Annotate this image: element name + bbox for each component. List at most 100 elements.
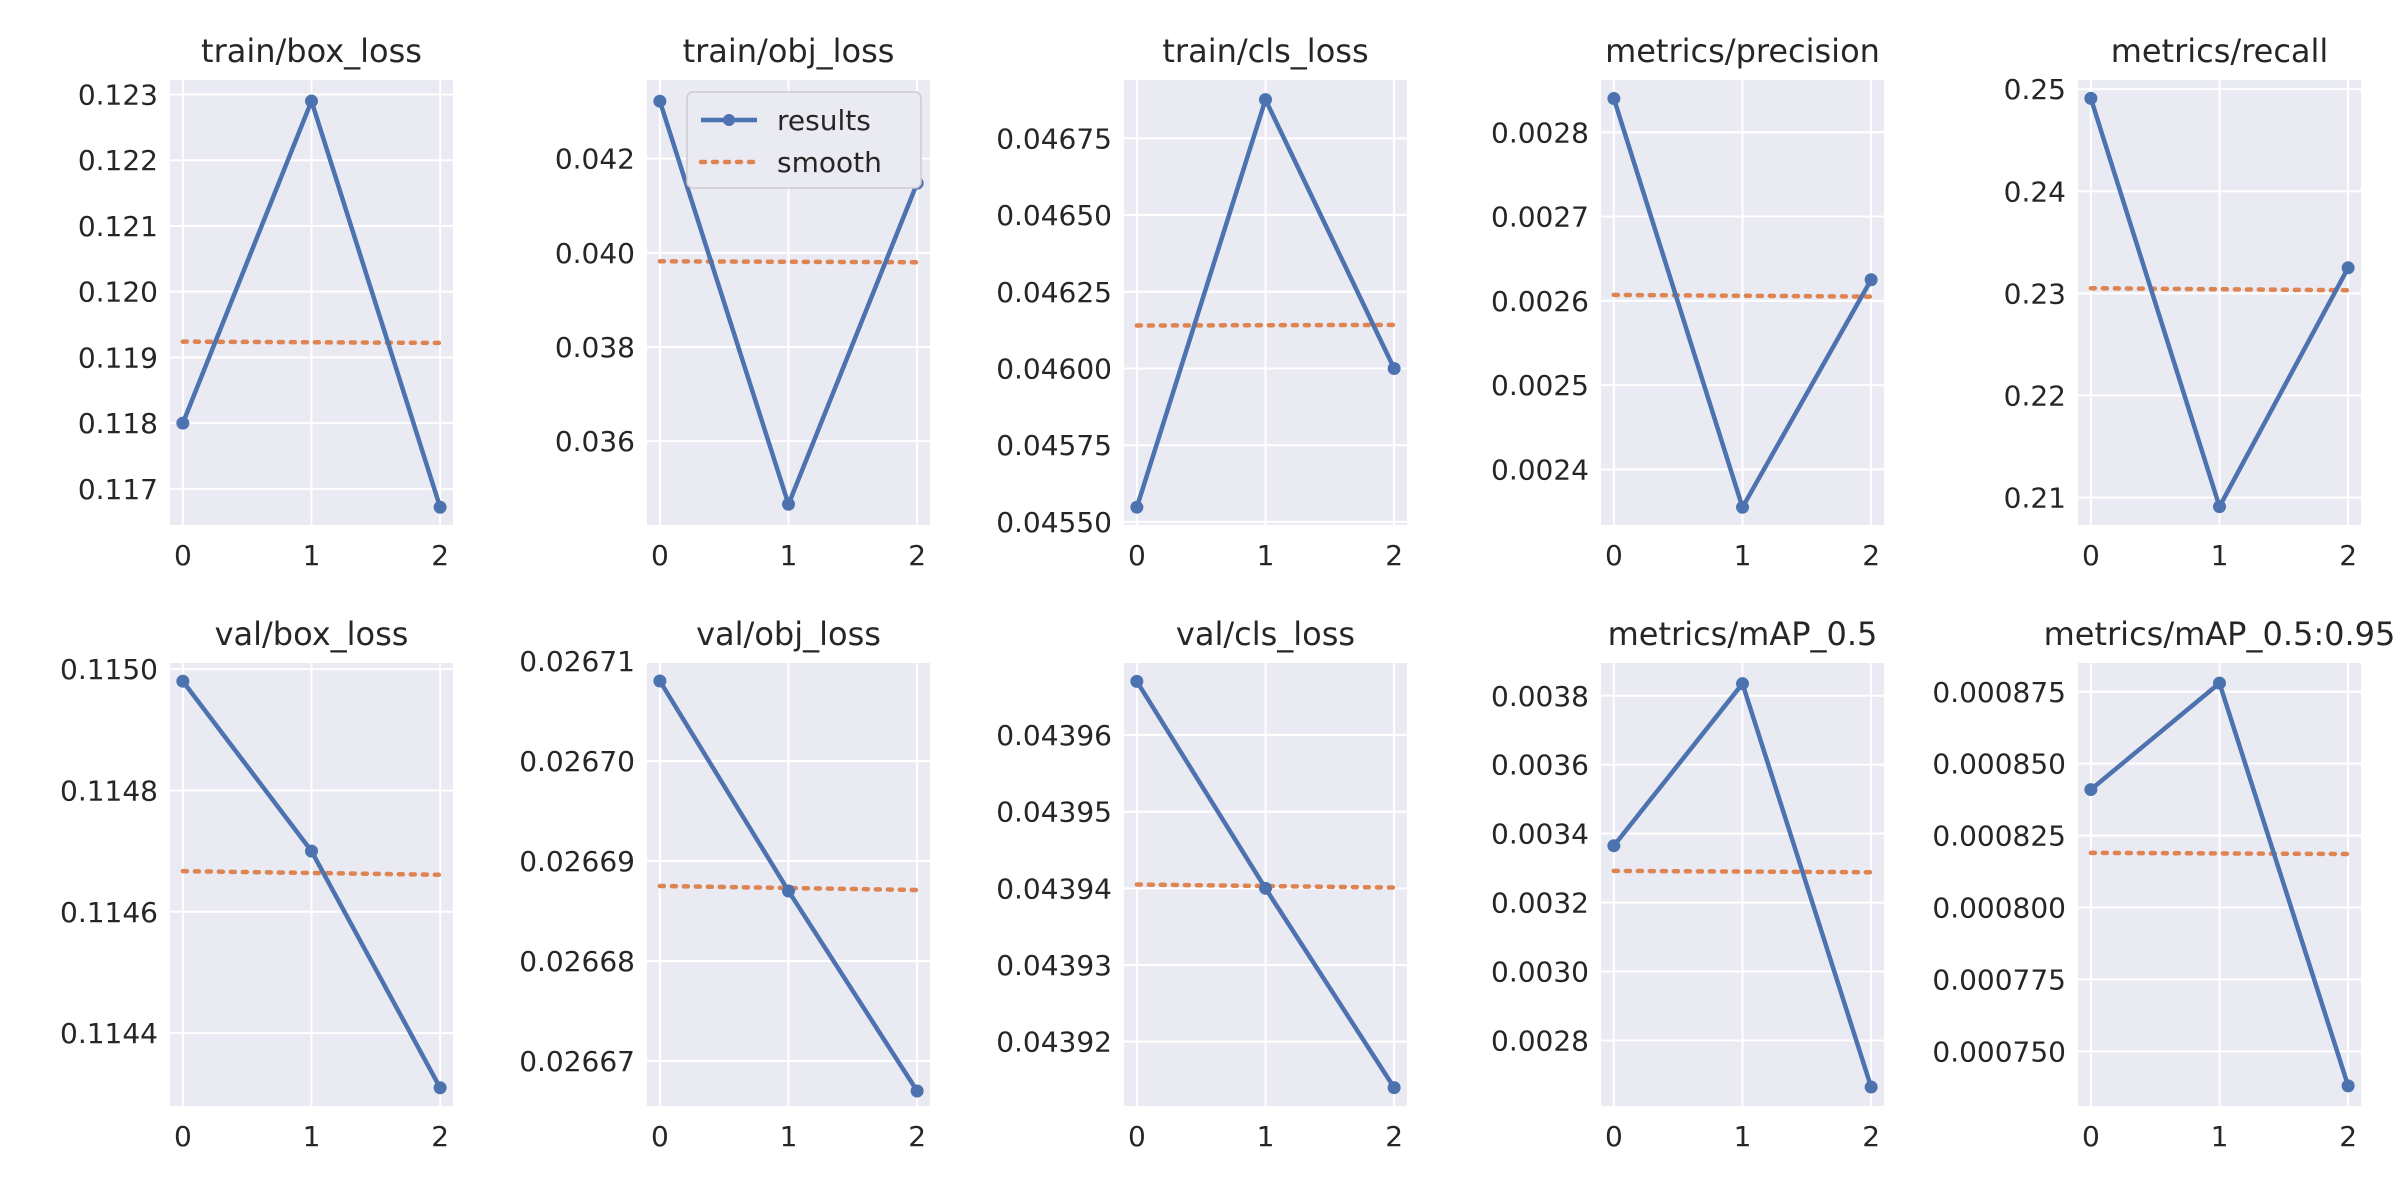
y-tick-label: 0.02669 [519, 845, 635, 878]
y-tick-label: 0.040 [555, 237, 635, 270]
legend-box [686, 91, 922, 189]
y-tick-label: 0.04625 [996, 276, 1112, 309]
panel-title: val/cls_loss [1176, 615, 1355, 653]
legend: results smooth [686, 91, 922, 189]
results-data-point [2213, 676, 2226, 690]
chart-panel: 0 1 2 0.0028 0.0030 0.0032 0.0034 0.0036 0.0038 m… [1491, 615, 1884, 1153]
smooth-series-line [180, 339, 443, 346]
results-data-point [305, 94, 318, 108]
results-data-point [1259, 93, 1272, 107]
chart-panel: 0 1 2 0.036 0.038 0.040 0.042 train/obj_lossres… [555, 32, 930, 572]
y-tick-label: 0.21 [2004, 481, 2066, 514]
results-data-point [1736, 677, 1749, 691]
y-tick-label: 0.04394 [996, 872, 1112, 905]
x-tick-label: 1 [1257, 1120, 1275, 1153]
smooth-series-line [180, 868, 443, 878]
x-tick-label: 2 [1385, 539, 1403, 572]
smooth-series-line [2088, 850, 2351, 857]
results-data-point [1259, 881, 1272, 895]
x-tick-label: 0 [1605, 1120, 1623, 1153]
y-tick-label: 0.036 [555, 425, 635, 458]
y-tick-label: 0.122 [78, 144, 158, 177]
x-tick-label: 1 [780, 539, 798, 572]
y-tick-label: 0.04600 [996, 352, 1112, 385]
results-data-point [1736, 500, 1749, 514]
results-data-point [1607, 92, 1621, 106]
chart-panel: 0 1 2 0.0024 0.0025 0.0026 0.0027 0.0028 metrics… [1491, 32, 1884, 572]
y-tick-label: 0.0038 [1491, 680, 1589, 713]
chart-panel: 0 1 2 0.04392 0.04393 0.04394 0.04395 0.04396 va… [996, 615, 1407, 1153]
y-tick-label: 0.0030 [1491, 956, 1589, 989]
y-tick-label: 0.0028 [1491, 1024, 1589, 1057]
x-tick-label: 0 [1128, 1120, 1146, 1153]
x-tick-label: 2 [1862, 1120, 1880, 1153]
panel-title: val/box_loss [215, 615, 409, 653]
x-tick-label: 0 [1128, 539, 1146, 572]
x-tick-label: 2 [2339, 539, 2357, 572]
smooth-series-line [657, 883, 920, 893]
chart-panel: 0 1 2 0.117 0.118 0.119 0.120 0.121 0.122 0.123 tr… [78, 32, 453, 572]
smooth-series-line [1611, 868, 1874, 875]
x-tick-label: 0 [2082, 539, 2100, 572]
y-tick-label: 0.000850 [1932, 748, 2066, 781]
y-tick-label: 0.000775 [1932, 963, 2066, 996]
smooth-series-line [2088, 285, 2351, 293]
y-tick-label: 0.0025 [1491, 369, 1589, 402]
x-tick-label: 2 [431, 539, 449, 572]
x-tick-label: 1 [1734, 539, 1752, 572]
y-tick-label: 0.1146 [60, 896, 158, 929]
smooth-series-line [1611, 292, 1874, 299]
x-tick-label: 1 [303, 1120, 321, 1153]
panel-title: val/obj_loss [696, 615, 881, 653]
legend-smooth-label: smooth [777, 146, 882, 179]
results-data-point [2341, 1079, 2355, 1093]
results-data-point [653, 674, 667, 688]
x-tick-label: 1 [1734, 1120, 1752, 1153]
results-data-point [176, 416, 190, 430]
chart-panel: 0 1 2 0.000750 0.000775 0.000800 0.000825 0.000… [1932, 615, 2395, 1153]
y-tick-label: 0.120 [78, 276, 158, 309]
y-tick-label: 0.02667 [519, 1045, 635, 1078]
y-tick-label: 0.24 [2004, 175, 2066, 208]
y-tick-label: 0.02670 [519, 745, 635, 778]
y-tick-label: 0.22 [2004, 379, 2066, 412]
results-data-point [1387, 1081, 1401, 1095]
results-data-point [1130, 674, 1144, 688]
panel-title: train/obj_loss [683, 32, 895, 70]
y-tick-label: 0.25 [2004, 73, 2066, 106]
x-tick-label: 0 [651, 1120, 669, 1153]
results-data-point [782, 884, 795, 898]
y-tick-label: 0.0034 [1491, 818, 1589, 851]
y-tick-label: 0.119 [78, 341, 158, 374]
results-data-point [1607, 839, 1621, 853]
x-tick-label: 0 [1605, 539, 1623, 572]
y-tick-label: 0.0036 [1491, 749, 1589, 782]
results-data-point [305, 844, 318, 858]
y-tick-label: 0.04396 [996, 719, 1112, 752]
x-tick-label: 2 [431, 1120, 449, 1153]
legend-results-marker [723, 114, 735, 126]
smooth-series-line [657, 259, 920, 265]
y-tick-label: 0.04392 [996, 1026, 1112, 1059]
results-data-point [653, 94, 667, 108]
results-data-point [2084, 91, 2098, 105]
results-data-point [1130, 500, 1144, 514]
chart-panel: 0 1 2 0.21 0.22 0.23 0.24 0.25 metrics/recall [2004, 32, 2361, 572]
results-data-point [433, 1081, 447, 1095]
y-tick-label: 0.038 [555, 331, 635, 364]
y-tick-label: 0.118 [78, 407, 158, 440]
chart-panel: 0 1 2 0.1144 0.1146 0.1148 0.1150 val/box_loss [60, 615, 453, 1153]
panel-title: metrics/precision [1605, 32, 1880, 70]
results-data-point [2341, 261, 2355, 275]
y-tick-label: 0.117 [78, 473, 158, 506]
y-tick-label: 0.04395 [996, 796, 1112, 829]
results-data-point [433, 500, 447, 514]
x-tick-label: 1 [2211, 539, 2229, 572]
smooth-series-line [1134, 322, 1397, 328]
y-tick-label: 0.04675 [996, 122, 1112, 155]
x-tick-label: 1 [303, 539, 321, 572]
results-data-point [2084, 783, 2098, 797]
panel-title: metrics/mAP_0.5:0.95 [2044, 615, 2396, 653]
y-tick-label: 0.02671 [519, 645, 635, 678]
y-tick-label: 0.23 [2004, 277, 2066, 310]
